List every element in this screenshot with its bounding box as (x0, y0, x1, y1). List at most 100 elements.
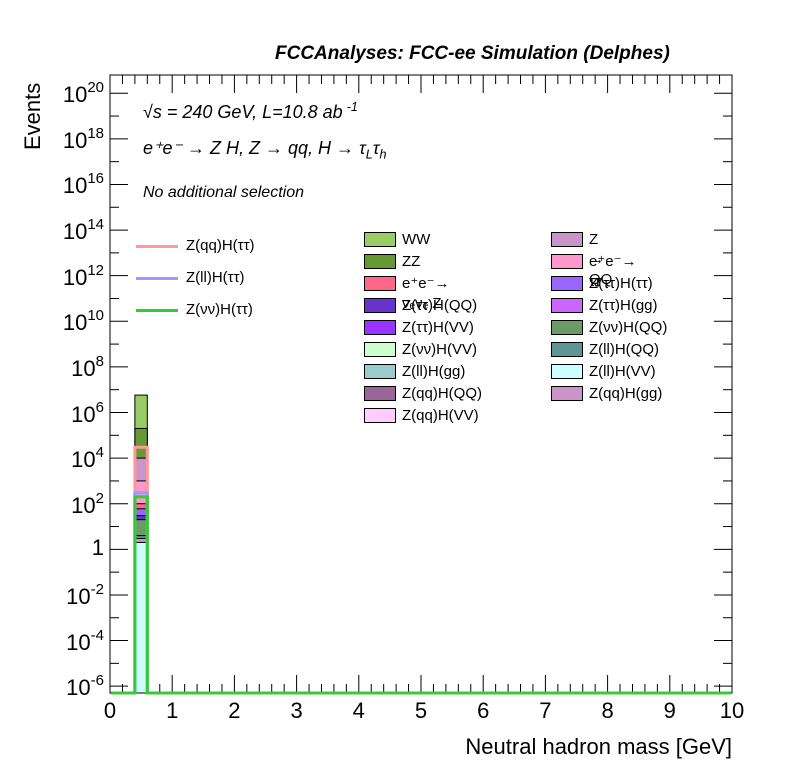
y-tick-label: 1010 (2, 307, 104, 336)
legend-label: Z(ττ)H(gg) (589, 297, 658, 314)
y-tick-label: 108 (2, 353, 104, 382)
legend-label: Z(νν)H(QQ) (589, 319, 668, 336)
legend-label: Z(qq)H(VV) (402, 407, 479, 424)
legend-line-swatch (136, 277, 178, 280)
stacked-bars (134, 394, 148, 694)
legend-box-swatch (364, 386, 396, 401)
signal-lines (111, 445, 731, 695)
legend-label: Z → QQ (589, 231, 613, 288)
legend-box-swatch (364, 364, 396, 379)
stack-bar (134, 541, 148, 694)
signal-line (111, 445, 731, 695)
y-tick-label: 1 (2, 535, 104, 561)
y-tick-label: 10-2 (2, 581, 104, 610)
y-tick-base: 10 (71, 401, 96, 427)
y-tick-label: 10-6 (2, 672, 104, 701)
legend-box-swatch (364, 232, 396, 247)
legend-label: Z(ττ)H(VV) (402, 319, 474, 336)
process-text: e⁺e⁻ → Z H, Z → qq, H → τ (143, 138, 366, 158)
y-tick-exponent: 2 (95, 489, 104, 507)
y-tick-exponent: 8 (95, 352, 104, 370)
legend-label: Z(ll)H(ττ) (186, 269, 245, 286)
y-tick-exponent: 16 (87, 170, 104, 188)
y-tick-label: 104 (2, 444, 104, 473)
y-tick-base: 10 (62, 82, 88, 108)
x-tick-label: 7 (539, 698, 552, 723)
x-tick-label: 1 (166, 698, 179, 723)
y-tick-exponent: 12 (87, 261, 104, 279)
x-tick-label: 10 (719, 698, 745, 723)
y-tick-base: 10 (71, 492, 96, 518)
process-tau: τ (372, 138, 380, 158)
legend-box-swatch (551, 364, 583, 379)
process-sub-h: h (379, 147, 387, 162)
x-tick-label: 8 (601, 698, 614, 723)
y-tick-label: 1012 (2, 262, 104, 291)
y-tick-exponent: 4 (95, 444, 104, 462)
x-tick-label: 5 (414, 698, 428, 723)
x-tick-label: 0 (103, 698, 117, 723)
legend-label: Z(qq)H(ττ) (186, 237, 255, 254)
x-tick-label: 6 (477, 698, 490, 723)
y-tick-base: 10 (66, 675, 91, 701)
y-tick-exponent: -4 (90, 626, 104, 644)
y-tick-base: 10 (71, 447, 96, 473)
y-tick-base: 10 (71, 355, 96, 381)
legend-box-swatch (364, 320, 396, 335)
y-tick-label: 1018 (2, 125, 104, 154)
legend-box-swatch (551, 342, 583, 357)
y-tick-base: 10 (62, 310, 88, 336)
legend-box-swatch (364, 254, 396, 269)
y-tick-base: 10 (66, 583, 91, 609)
y-tick-base: 10 (62, 127, 88, 153)
y-tick-exponent: 20 (87, 79, 104, 97)
legend-box-swatch (551, 298, 583, 313)
y-tick-base: 10 (62, 264, 88, 290)
axis-ticks (109, 75, 733, 693)
legend-label: e⁺e⁻→ ττ (589, 253, 637, 290)
legend-line-swatch (136, 245, 178, 248)
legend-box-swatch (364, 408, 396, 423)
legend-label: Z(ττ)H(ττ) (589, 275, 653, 292)
y-tick-base: 10 (62, 219, 88, 245)
y-tick-label: 1020 (2, 79, 104, 108)
x-axis-label: Neutral hadron mass [GeV] (465, 734, 732, 759)
legend-box-swatch (551, 254, 583, 269)
legend-box-swatch (364, 276, 396, 291)
signal-line (111, 491, 731, 695)
legend-box-swatch (551, 320, 583, 335)
y-tick-label: 106 (2, 399, 104, 428)
legend-label: ZZ (402, 253, 421, 270)
process-annotation: e⁺e⁻ → Z H, Z → qq, H → τLτh (143, 138, 387, 162)
x-tick-label: 3 (290, 698, 303, 723)
energy-exponent: -1 (346, 100, 358, 114)
legend-line-swatch (136, 309, 178, 312)
legend-box-swatch (551, 276, 583, 291)
signal-line (111, 495, 731, 695)
legend-label: WW (402, 231, 431, 248)
y-tick-exponent: 18 (87, 124, 104, 142)
y-tick-label: 1016 (2, 170, 104, 199)
x-tick-label: 4 (352, 698, 365, 723)
x-tick-label: 9 (663, 698, 676, 723)
legend-label: Z(νν)H(VV) (402, 341, 477, 358)
y-tick-base: 10 (66, 629, 91, 655)
selection-annotation: No additional selection (143, 184, 304, 201)
legend-label: Z(ll)H(QQ) (589, 341, 659, 358)
x-tick-label: 2 (228, 698, 241, 723)
y-tick-exponent: -2 (90, 580, 104, 598)
legend-label: Z(ττ)H(QQ) (402, 297, 478, 314)
legend-label: Z(νν)H(ττ) (186, 301, 253, 318)
y-tick-exponent: 10 (87, 307, 104, 325)
legend-box-swatch (551, 232, 583, 247)
chart-title: FCCAnalyses: FCC-ee Simulation (Delphes) (275, 43, 670, 64)
y-tick-exponent: 6 (95, 398, 104, 416)
legend-label: Z(qq)H(gg) (589, 385, 663, 402)
legend-label: e⁺e⁻→ νₑνₑ Z (402, 275, 450, 312)
y-tick-base: 1 (91, 535, 104, 561)
y-tick-exponent: -6 (90, 672, 104, 690)
legend-box-swatch (364, 298, 396, 313)
legend-box-swatch (551, 386, 583, 401)
legend-label: Z(ll)H(gg) (402, 363, 466, 380)
